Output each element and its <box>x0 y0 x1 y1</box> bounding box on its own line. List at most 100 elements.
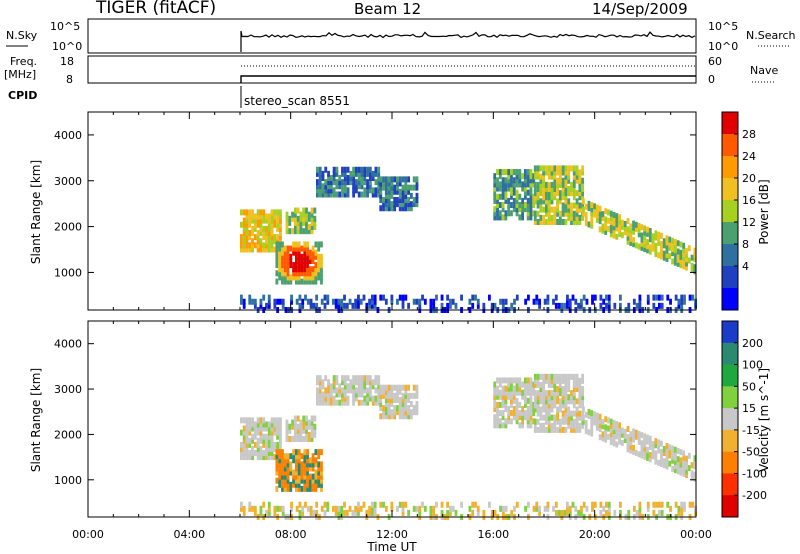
velocity-cell <box>278 473 282 480</box>
power-cell <box>578 194 582 201</box>
power-cell <box>609 218 613 225</box>
velocity-cell <box>651 441 655 448</box>
power-cell <box>267 294 271 301</box>
velocity-cell <box>307 431 311 438</box>
power-cell <box>561 169 565 176</box>
velocity-cell <box>550 406 554 413</box>
power-cell <box>341 183 344 190</box>
velocity-cell <box>550 402 554 409</box>
power-cell <box>332 170 336 177</box>
power-cell <box>584 220 588 227</box>
velocity-cell <box>662 445 666 452</box>
power-cell <box>557 302 561 309</box>
power-cell <box>673 259 677 266</box>
power-cell <box>326 294 330 301</box>
power-cell <box>660 253 663 260</box>
power-cell <box>368 187 372 194</box>
velocity-cell <box>533 402 537 409</box>
velocity-cell <box>474 501 477 508</box>
velocity-cell <box>570 410 573 417</box>
power-cell <box>496 181 499 188</box>
power-cell <box>665 251 669 258</box>
power-cell <box>401 298 405 305</box>
velocity-cell <box>561 414 565 421</box>
velocity-cell <box>314 449 318 456</box>
velocity-cell <box>296 423 300 430</box>
power-cell <box>498 202 502 209</box>
power-cell <box>581 181 585 188</box>
velocity-cell <box>368 391 372 398</box>
power-cell <box>558 169 562 176</box>
velocity-cell <box>643 453 647 460</box>
power-cell <box>318 166 322 173</box>
velocity-cell <box>507 377 511 384</box>
power-cell <box>401 192 405 199</box>
power-cell <box>412 176 416 183</box>
power-cell <box>382 180 385 187</box>
power-cell <box>621 219 624 226</box>
velocity-cell <box>343 387 347 394</box>
power-cell <box>575 210 579 217</box>
power-cell <box>550 214 554 221</box>
power-cell <box>281 253 284 260</box>
power-cell <box>651 237 655 244</box>
velocity-cell <box>490 509 494 516</box>
power-cell <box>493 206 497 213</box>
power-cell <box>293 207 297 214</box>
velocity-cell <box>357 379 361 386</box>
velocity-cell <box>598 434 602 441</box>
power-cell <box>666 294 670 301</box>
power-cell <box>253 242 257 249</box>
velocity-cell <box>404 392 408 399</box>
power-cell <box>245 217 249 224</box>
velocity-cell <box>253 441 257 448</box>
velocity-cell <box>533 377 537 384</box>
power-cell <box>308 249 312 256</box>
power-cell <box>259 209 263 216</box>
velocity-cell <box>575 418 579 425</box>
power-cell <box>673 251 677 258</box>
velocity-cell <box>343 375 347 382</box>
power-cell <box>566 298 569 305</box>
velocity-cell <box>379 384 383 391</box>
power-cell <box>396 176 399 183</box>
velocity-cell <box>360 391 364 398</box>
velocity-cell <box>294 449 298 456</box>
velocity-cell <box>281 469 284 476</box>
velocity-cell <box>371 395 375 402</box>
velocity-cell <box>390 396 394 403</box>
velocity-cell <box>343 383 347 390</box>
power-cell <box>567 190 571 197</box>
velocity-cell <box>303 481 307 488</box>
velocity-cell <box>276 417 280 424</box>
velocity-cell <box>270 441 274 448</box>
power-cell <box>623 220 627 227</box>
velocity-cell <box>669 505 672 512</box>
velocity-cell <box>515 377 519 384</box>
velocity-cell <box>245 417 249 424</box>
power-cell <box>265 302 268 309</box>
velocity-cell <box>262 441 266 448</box>
power-cell <box>278 262 282 269</box>
velocity-cell <box>593 411 596 418</box>
velocity-cell <box>545 406 548 413</box>
power-cell <box>680 294 684 301</box>
power-cell <box>279 217 282 224</box>
colorbar-swatch <box>722 112 738 135</box>
power-cell <box>609 227 613 234</box>
velocity-cell <box>253 433 257 440</box>
power-cell <box>493 173 497 180</box>
power-cell <box>564 198 568 205</box>
velocity-cell <box>242 450 246 457</box>
velocity-cell <box>418 509 422 516</box>
power-cell <box>384 188 388 195</box>
velocity-cell <box>275 465 279 472</box>
power-cell <box>643 233 647 240</box>
velocity-cell <box>567 418 571 425</box>
velocity-cell <box>601 435 605 442</box>
velocity-cell <box>590 422 594 429</box>
velocity-cell <box>341 375 344 382</box>
velocity-cell <box>536 426 540 433</box>
velocity-cell <box>542 406 546 413</box>
power-cell <box>579 302 583 309</box>
